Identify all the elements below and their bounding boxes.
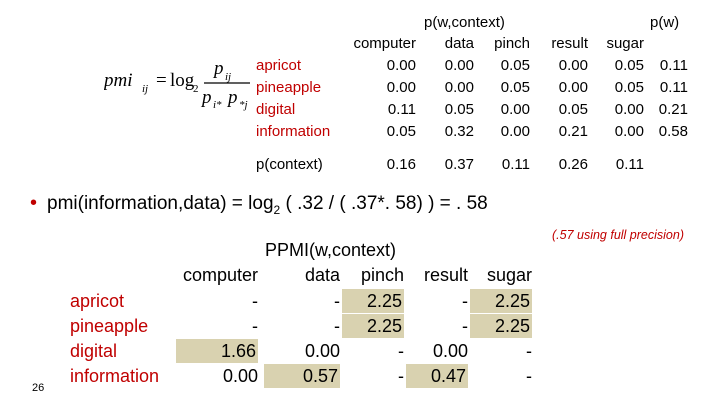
ppmi-cell: - <box>252 291 258 311</box>
table-cell: 0.05 <box>386 123 416 140</box>
ppmi-cell: 0.00 <box>304 341 340 361</box>
ppmi-cell: - <box>334 316 340 336</box>
table-cell: 0.32 <box>444 123 474 140</box>
pcontext-cell: 0.26 <box>558 156 588 173</box>
pwcontext-header: p(w,context) <box>424 14 505 31</box>
pcontext-cell: 0.11 <box>501 156 530 173</box>
col-header-sugar: sugar <box>606 35 644 52</box>
ppmi-cell: 2.25 <box>470 314 532 338</box>
table-cell: 0.05 <box>558 101 588 118</box>
row-label-digital: digital <box>256 101 296 118</box>
table-cell: 0.00 <box>558 57 588 74</box>
formula-numerator-sub: ij <box>225 71 231 83</box>
bullet-sub: 2 <box>273 202 281 217</box>
pmi-example-bullet: • pmi(information,data) = log2 ( .32 / ( … <box>30 192 488 217</box>
ppmi-cell: - <box>462 316 468 336</box>
pw-cell: 0.11 <box>659 79 688 96</box>
pcontext-cell: 0.37 <box>444 156 474 173</box>
ppmi-cell: - <box>398 366 404 386</box>
page-number: 26 <box>32 382 45 394</box>
ppmi-col-header-computer: computer <box>182 265 258 285</box>
row-label-pineapple: pineapple <box>256 79 322 96</box>
ppmi-row-label-information: information <box>70 366 160 386</box>
ppmi-cell: 0.57 <box>264 364 340 388</box>
formula-log: log <box>170 70 195 91</box>
col-header-pinch: pinch <box>494 35 530 52</box>
formula-equals: = <box>156 70 167 91</box>
ppmi-cell: - <box>398 341 404 361</box>
formula-denominator-a-sub: i* <box>213 99 222 111</box>
formula-lhs: pmi <box>104 70 133 91</box>
table-cell: 0.05 <box>500 79 530 96</box>
pw-header: p(w) <box>650 14 680 31</box>
pw-cell: 0.11 <box>659 57 688 74</box>
ppmi-cell: 0.47 <box>406 364 468 388</box>
table-cell: 0.00 <box>500 101 530 118</box>
col-header-computer: computer <box>353 35 416 52</box>
ppmi-cell: 0.00 <box>222 366 258 386</box>
pmi-formula: pmi ij = log 2 p ij p i* p *j <box>102 52 254 112</box>
formula-denominator-b: p <box>226 87 238 108</box>
table-cell: 0.05 <box>614 57 644 74</box>
table-cell: 0.00 <box>614 101 644 118</box>
table-cell: 0.11 <box>387 101 416 118</box>
bullet-text-after: ( .32 / ( .37*. 58) ) = . 58 <box>280 193 488 214</box>
ppmi-col-header-sugar: sugar <box>486 265 532 285</box>
table-cell: 0.00 <box>444 57 474 74</box>
ppmi-cell: - <box>334 291 340 311</box>
table-cell: 0.00 <box>444 79 474 96</box>
ppmi-cell: 2.25 <box>342 314 404 338</box>
ppmi-col-header-result: result <box>423 265 468 285</box>
row-label-apricot: apricot <box>256 57 302 74</box>
row-label-information: information <box>256 123 331 140</box>
table-cell: 0.05 <box>444 101 474 118</box>
ppmi-cell: - <box>252 316 258 336</box>
ppmi-row-label-pineapple: pineapple <box>70 316 149 336</box>
formula-lhs-sub: ij <box>142 83 148 95</box>
formula-numerator: p <box>212 58 224 79</box>
ppmi-cell: - <box>526 341 532 361</box>
table-cell: 0.00 <box>558 79 588 96</box>
table-cell: 0.21 <box>558 123 588 140</box>
ppmi-cell: - <box>526 366 532 386</box>
table-cell: 0.00 <box>614 123 644 140</box>
bullet-dot-icon: • <box>30 192 38 214</box>
ppmi-col-header-pinch: pinch <box>360 265 404 285</box>
precision-note: (.57 using full precision) <box>551 228 684 242</box>
ppmi-cell: 2.25 <box>342 289 404 313</box>
pcontext-cell: 0.11 <box>615 156 644 173</box>
pw-cell: 0.58 <box>658 123 688 140</box>
pcontext-cell: 0.16 <box>386 156 416 173</box>
bullet-text-before: pmi(information,data) = log <box>47 193 274 214</box>
ppmi-cell: 0.00 <box>432 341 468 361</box>
table-cell: 0.00 <box>386 57 416 74</box>
ppmi-cell: 2.25 <box>470 289 532 313</box>
ppmi-cell: 1.66 <box>176 339 258 363</box>
ppmi-row-label-digital: digital <box>70 341 118 361</box>
pcontext-label: p(context) <box>256 156 323 173</box>
ppmi-col-header-data: data <box>304 265 340 285</box>
table-cell: 0.00 <box>500 123 530 140</box>
table-cell: 0.00 <box>386 79 416 96</box>
ppmi-cell: - <box>462 291 468 311</box>
ppmi-title: PPMI(w,context) <box>265 240 397 260</box>
table-cell: 0.05 <box>500 57 530 74</box>
col-header-result: result <box>551 35 588 52</box>
formula-denominator-b-sub: *j <box>239 99 248 111</box>
pmi-formula-svg: pmi ij = log 2 p ij p i* p *j <box>102 58 250 111</box>
formula-denominator-a: p <box>200 87 212 108</box>
table-cell: 0.05 <box>614 79 644 96</box>
ppmi-row-label-apricot: apricot <box>70 291 125 311</box>
pw-cell: 0.21 <box>658 101 688 118</box>
col-header-data: data <box>444 35 474 52</box>
formula-log-sub: 2 <box>193 83 199 95</box>
